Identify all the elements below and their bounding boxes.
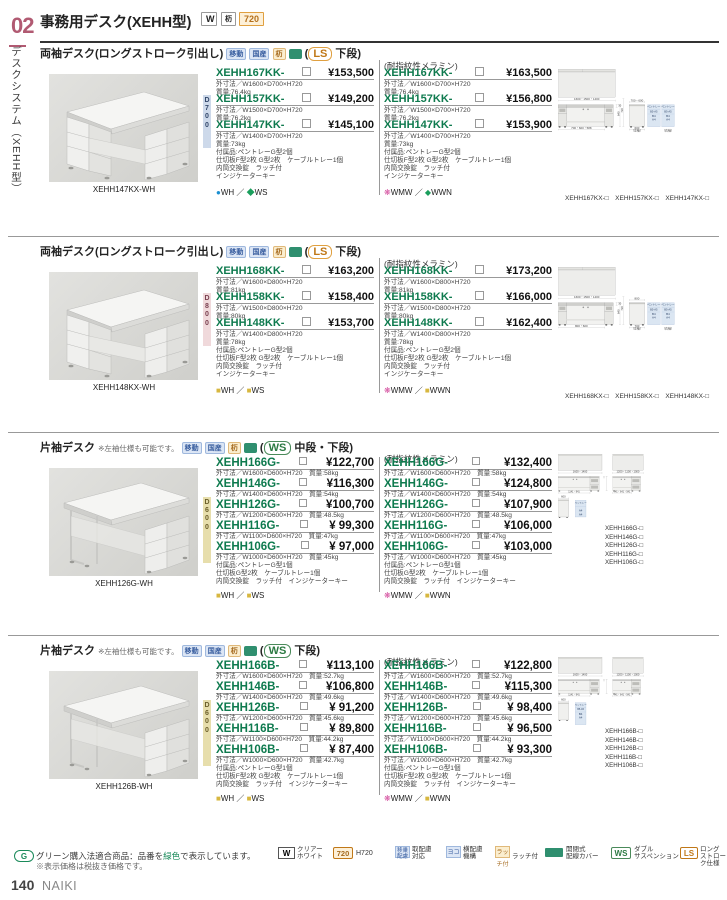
svg-text:640: 640 — [617, 111, 621, 116]
svg-text:A4: A4 — [652, 315, 656, 319]
svg-text:600: 600 — [561, 495, 566, 499]
svg-text:1600・1400: 1600・1400 — [573, 469, 588, 473]
svg-text:1200・1100・1000: 1200・1100・1000 — [617, 469, 640, 473]
svg-text:1600・1500・1400: 1600・1500・1400 — [574, 97, 600, 101]
svg-text:ペントレー: ペントレー — [575, 704, 587, 707]
svg-text:1600・1400: 1600・1400 — [573, 672, 588, 676]
svg-text:（右袖）: （右袖） — [662, 326, 674, 331]
svg-text:A4: A4 — [579, 512, 583, 516]
svg-text:A4: A4 — [579, 715, 583, 719]
svg-text:A4: A4 — [666, 315, 670, 319]
svg-text:ペントレー: ペントレー — [575, 502, 587, 505]
svg-text:600: 600 — [561, 698, 566, 702]
svg-text:B5-A5: B5-A5 — [664, 307, 672, 311]
svg-text:700・600・588: 700・600・588 — [571, 126, 592, 130]
svg-text:B5-A5: B5-A5 — [577, 708, 584, 711]
svg-text:B5-A5: B5-A5 — [664, 109, 672, 113]
svg-text:B5-A5: B5-A5 — [650, 307, 658, 311]
svg-text:741・641・541: 741・641・541 — [614, 693, 631, 696]
svg-text:（左袖）: （左袖） — [631, 128, 643, 133]
svg-text:741・641・541: 741・641・541 — [614, 490, 631, 493]
svg-text:ペントレー: ペントレー — [647, 303, 661, 307]
svg-text:ペントレー: ペントレー — [647, 105, 661, 109]
svg-text:B5-A5: B5-A5 — [650, 109, 658, 113]
svg-text:A4: A4 — [666, 117, 670, 121]
svg-text:1600・1500・1400: 1600・1500・1400 — [574, 295, 600, 299]
svg-text:ペントレー: ペントレー — [661, 303, 675, 307]
svg-text:A4: A4 — [652, 117, 656, 121]
svg-text:1200・1100・1000: 1200・1100・1000 — [617, 672, 640, 676]
svg-text:640: 640 — [617, 309, 621, 314]
svg-text:ペントレー: ペントレー — [661, 105, 675, 109]
svg-text:1141・941: 1141・941 — [568, 693, 580, 696]
svg-text:（右袖）: （右袖） — [662, 128, 674, 133]
svg-text:800: 800 — [634, 296, 639, 300]
svg-text:800・600: 800・600 — [575, 324, 588, 328]
svg-text:1141・941: 1141・941 — [568, 490, 580, 493]
svg-text:（左袖）: （左袖） — [631, 326, 643, 331]
svg-text:700・600: 700・600 — [631, 98, 644, 102]
